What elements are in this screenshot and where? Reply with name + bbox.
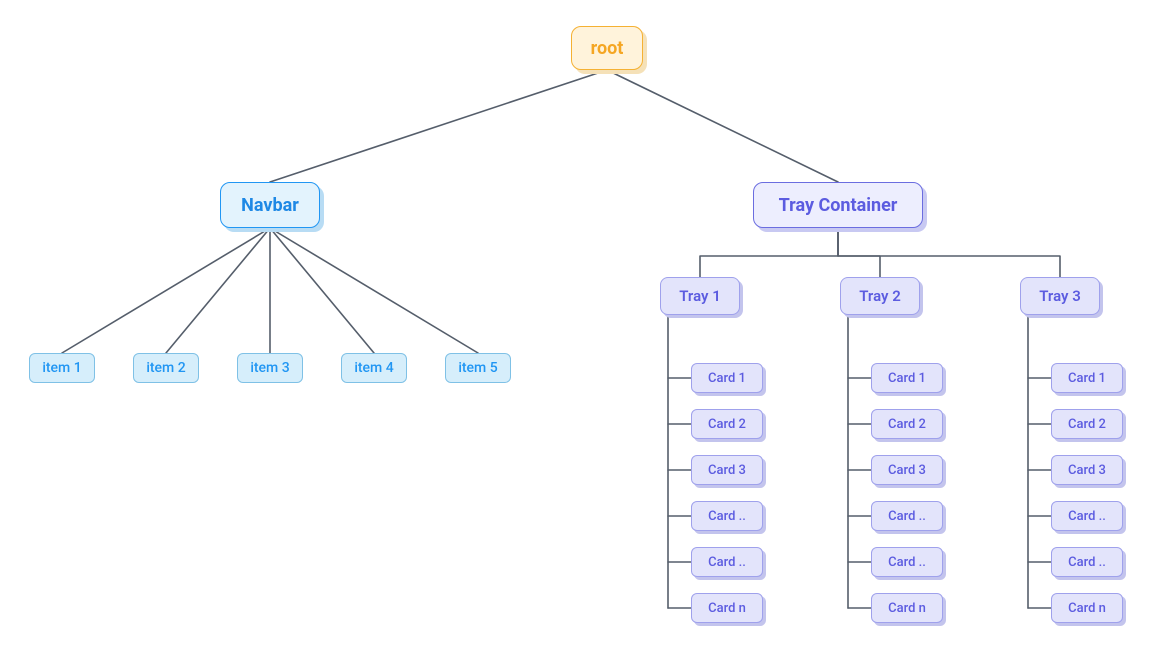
nav-item-4-label: item 4 [354,360,393,376]
edges-layer [0,0,1156,665]
edge-root-navbar [270,70,607,182]
edge-trayc-tray2 [838,228,880,277]
tray-container-node-label: Tray Container [779,195,898,216]
tray-2-card-4: Card .. [871,501,943,531]
tray-1-node-label: Tray 1 [679,287,721,305]
tray-1-card-3: Card 3 [691,455,763,485]
tray-3-card-3-label: Card 3 [1068,463,1106,478]
tray-2-node: Tray 2 [840,277,920,315]
nav-item-3: item 3 [237,353,303,383]
tray-3-card-n: Card n [1051,593,1123,623]
nav-item-2-label: item 2 [146,360,185,376]
nav-item-2: item 2 [133,353,199,383]
tray-2-card-1-label: Card 1 [888,371,926,386]
nav-item-1-label: item 1 [42,360,81,376]
edge-navbar-item5 [270,228,478,353]
tray-1-card-4-label: Card .. [708,509,746,524]
tray-3-card-4: Card .. [1051,501,1123,531]
tray-2-card-3: Card 3 [871,455,943,485]
tray-3-card-1: Card 1 [1051,363,1123,393]
tray-1-card-4: Card .. [691,501,763,531]
tray-1-card-n-label: Card n [708,601,746,616]
tray-3-card-4-label: Card .. [1068,509,1106,524]
tray-1-card-5: Card .. [691,547,763,577]
nav-item-3-label: item 3 [250,360,289,376]
root-node-label: root [591,38,624,59]
tray-1-card-n: Card n [691,593,763,623]
tray-1-card-2-label: Card 2 [708,417,746,432]
tray-3-card-3: Card 3 [1051,455,1123,485]
tray-1-card-3-label: Card 3 [708,463,746,478]
tray-2-card-5-label: Card .. [888,555,926,570]
tray-1-card-1-label: Card 1 [708,371,746,386]
tray-2-card-2-label: Card 2 [888,417,926,432]
edge-navbar-item1 [62,228,270,353]
tray-2-card-2: Card 2 [871,409,943,439]
navbar-node-label: Navbar [241,195,299,216]
tray-3-card-5: Card .. [1051,547,1123,577]
tray-2-card-3-label: Card 3 [888,463,926,478]
nav-item-1: item 1 [29,353,95,383]
tray-3-card-2-label: Card 2 [1068,417,1106,432]
nav-item-4: item 4 [341,353,407,383]
nav-item-5-label: item 5 [458,360,497,376]
tray-3-node-label: Tray 3 [1039,287,1081,305]
root-node: root [571,26,643,70]
tray-3-node: Tray 3 [1020,277,1100,315]
tray-3-card-1-label: Card 1 [1068,371,1106,386]
tray-3-card-5-label: Card .. [1068,555,1106,570]
edge-trayc-tray3 [838,228,1060,277]
tray-1-card-5-label: Card .. [708,555,746,570]
edge-trayc-tray1 [700,228,838,277]
edge-navbar-item4 [270,228,374,353]
tray-2-card-n: Card n [871,593,943,623]
tray-container-node: Tray Container [753,182,923,228]
diagram-canvas: root Navbar item 1 item 2 item 3 item 4 item 5… [0,0,1156,665]
tray-2-card-5: Card .. [871,547,943,577]
tray-2-card-1: Card 1 [871,363,943,393]
tray-1-card-2: Card 2 [691,409,763,439]
tray-2-card-n-label: Card n [888,601,926,616]
tray-1-node: Tray 1 [660,277,740,315]
tray-2-node-label: Tray 2 [859,287,901,305]
nav-item-5: item 5 [445,353,511,383]
edge-navbar-item2 [166,228,270,353]
edge-root-trayc [607,70,838,182]
tray-1-card-1: Card 1 [691,363,763,393]
tray-2-card-4-label: Card .. [888,509,926,524]
tray-3-card-2: Card 2 [1051,409,1123,439]
tray-3-card-n-label: Card n [1068,601,1106,616]
navbar-node: Navbar [220,182,320,228]
